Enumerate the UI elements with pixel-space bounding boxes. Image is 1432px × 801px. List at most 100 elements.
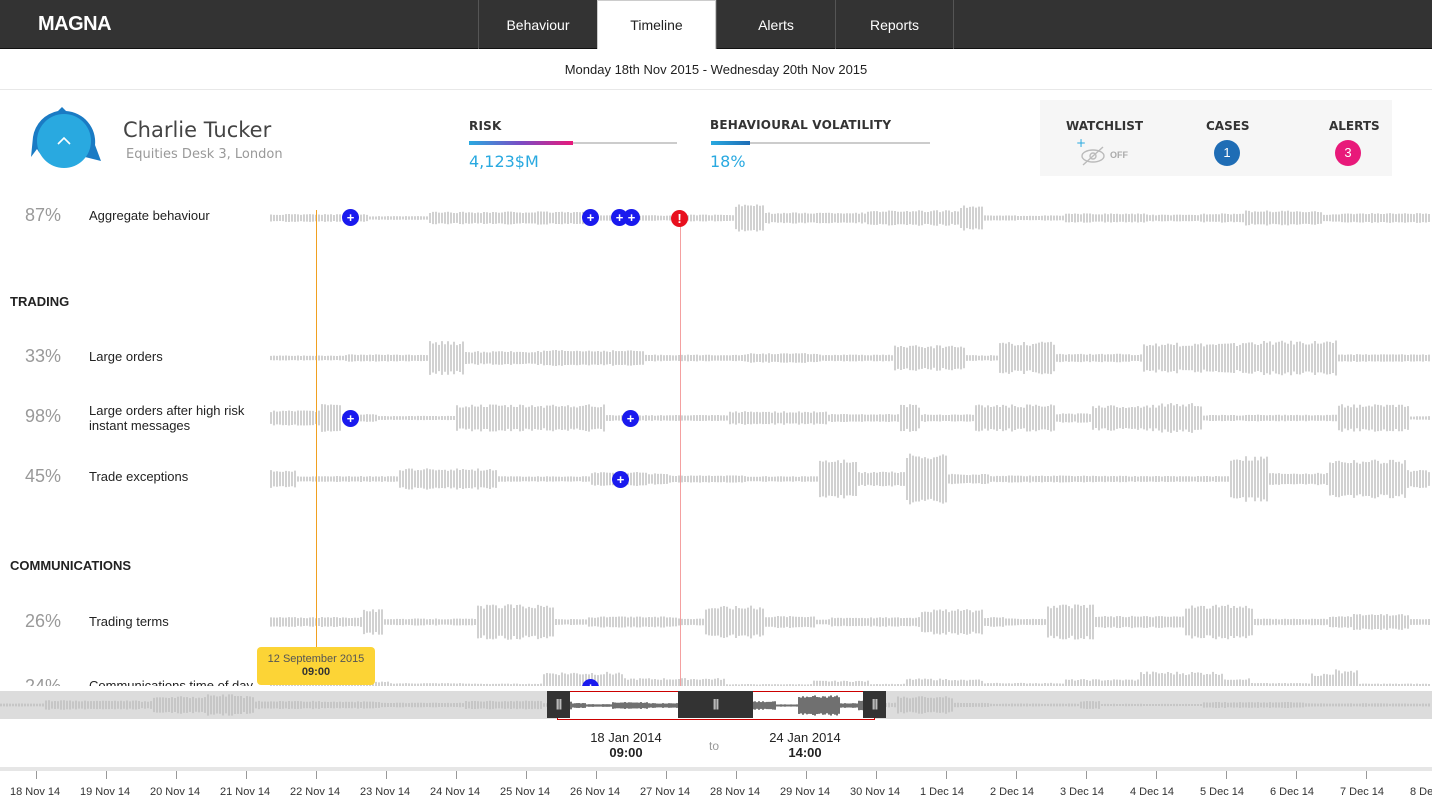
chevron-up-icon — [57, 136, 71, 145]
section-trading: TRADING — [10, 294, 70, 309]
axis-tick — [1226, 771, 1227, 779]
risk-label: RISK — [469, 119, 502, 133]
axis-tick — [36, 771, 37, 779]
comms-time-waveform — [270, 669, 1430, 686]
volatility-bar-fill — [711, 141, 751, 145]
watchlist-label: WATCHLIST — [1066, 119, 1144, 133]
range-end-handle[interactable]: ||| — [863, 691, 886, 718]
axis-tick — [1296, 771, 1297, 779]
axis-tick-label: 21 Nov 14 — [220, 786, 271, 798]
axis-tick — [1366, 771, 1367, 779]
date-range: Monday 18th Nov 2015 - Wednesday 20th No… — [0, 50, 1432, 90]
axis-tick-label: 27 Nov 14 — [640, 786, 691, 798]
axis-tick — [386, 771, 387, 779]
large-orders-waveform — [270, 340, 1430, 376]
tab-behaviour[interactable]: Behaviour — [478, 0, 597, 49]
tab-reports[interactable]: Reports — [835, 0, 954, 49]
profile-desk: Equities Desk 3, London — [126, 147, 283, 162]
axis-tick — [526, 771, 527, 779]
cases-count[interactable]: 1 — [1214, 140, 1240, 166]
top-bar: MAGNA Behaviour Timeline Alerts Reports — [0, 0, 1432, 49]
range-from: 18 Jan 2014 09:00 — [576, 730, 676, 760]
axis-tick-label: 30 Nov 14 — [850, 786, 901, 798]
alerts-label: ALERTS — [1329, 119, 1380, 133]
axis-tick-label: 22 Nov 14 — [290, 786, 341, 798]
axis-tick-label: 26 Nov 14 — [570, 786, 621, 798]
axis-tick-label: 2 Dec 14 — [990, 786, 1035, 798]
risk-value: 4,123$M — [469, 152, 539, 171]
axis-tick-label: 5 Dec 14 — [1200, 786, 1245, 798]
watchlist-state: OFF — [1110, 150, 1128, 160]
alert-line — [680, 210, 681, 686]
row-pct: 24% — [25, 676, 62, 686]
axis-tick-label: 18 Nov 14 — [10, 786, 61, 798]
main-nav: Behaviour Timeline Alerts Reports — [478, 0, 954, 49]
row-label: Large orders — [89, 349, 163, 364]
axis-tick — [1156, 771, 1157, 779]
event-marker-icon[interactable]: + — [622, 410, 639, 427]
axis-tick-label: 23 Nov 14 — [360, 786, 411, 798]
row-label: Trade exceptions — [89, 469, 189, 484]
axis-tick — [106, 771, 107, 779]
axis-tick — [1016, 771, 1017, 779]
axis-tick-label: 3 Dec 14 — [1060, 786, 1105, 798]
profile-avatar[interactable] — [29, 105, 103, 169]
volatility-label: BEHAVIOURAL VOLATILITY — [710, 118, 892, 132]
row-label: Large orders after high risk instant mes… — [89, 403, 245, 433]
tab-alerts[interactable]: Alerts — [716, 0, 835, 49]
axis-tick-label: 19 Nov 14 — [80, 786, 131, 798]
row-label: Communications time of day — [89, 678, 254, 686]
axis-tick — [176, 771, 177, 779]
axis-tick-label: 28 Nov 14 — [710, 786, 761, 798]
section-communications: COMMUNICATIONS — [10, 558, 132, 573]
range-start-handle[interactable]: ||| — [547, 691, 570, 718]
profile-name: Charlie Tucker — [123, 118, 272, 142]
row-pct: 98% — [25, 406, 62, 426]
row-label: Trading terms — [89, 614, 169, 629]
cursor-tooltip-time: 09:00 — [301, 666, 331, 678]
stats-panel: WATCHLIST + OFF CASES 1 ALERTS 3 — [1040, 100, 1392, 176]
event-marker-icon[interactable]: + — [623, 209, 640, 226]
aggregate-pct: 87% — [25, 205, 62, 225]
event-marker-icon[interactable]: + — [342, 410, 359, 427]
volatility-value: 18% — [710, 152, 746, 171]
axis-tick — [596, 771, 597, 779]
axis-tick-label: 25 Nov 14 — [500, 786, 551, 798]
range-to-time: 14:00 — [788, 745, 822, 760]
range-center-handle[interactable]: ||| — [678, 691, 753, 718]
event-marker-icon[interactable]: + — [342, 209, 359, 226]
tab-timeline[interactable]: Timeline — [597, 0, 716, 49]
range-from-time: 09:00 — [609, 745, 643, 760]
range-from-date: 18 Jan 2014 — [590, 730, 662, 745]
timeline-content[interactable]: 87% Aggregate behaviour TRADING 33% Larg… — [0, 190, 1432, 686]
axis-tick — [876, 771, 877, 779]
risk-bar-fill — [469, 141, 573, 145]
eye-off-icon: + — [1076, 136, 1105, 166]
range-separator: to — [709, 739, 720, 753]
aggregate-label: Aggregate behaviour — [89, 208, 210, 223]
time-cursor-line[interactable] — [316, 210, 317, 665]
axis-tick — [1086, 771, 1087, 779]
app-logo[interactable]: MAGNA — [38, 13, 112, 35]
axis-tick-label: 7 Dec 14 — [1340, 786, 1385, 798]
svg-text:+: + — [1076, 138, 1086, 150]
alert-marker-icon[interactable]: ! — [671, 210, 688, 227]
event-marker-icon[interactable]: + — [582, 209, 599, 226]
axis-tick — [246, 771, 247, 779]
range-to: 24 Jan 2014 14:00 — [755, 730, 855, 760]
volatility-bar — [711, 141, 930, 145]
date-axis: 18 Nov 14 19 Nov 14 20 Nov 14 21 Nov 14 22 N… — [0, 767, 1432, 801]
trading-terms-waveform — [270, 604, 1430, 640]
watchlist-toggle[interactable]: + OFF — [1076, 136, 1146, 166]
cases-label: CASES — [1206, 119, 1250, 133]
axis-tick-label: 20 Nov 14 — [150, 786, 201, 798]
axis-tick-label: 29 Nov 14 — [780, 786, 831, 798]
event-marker-icon[interactable]: + — [612, 471, 629, 488]
axis-tick-label: 1 Dec 14 — [920, 786, 965, 798]
cursor-tooltip: 12 September 2015 09:00 — [257, 647, 375, 685]
axis-tick-label: 8 Dec 14 — [1410, 786, 1432, 798]
event-marker-icon[interactable]: + — [582, 679, 599, 686]
cursor-tooltip-date: 12 September 2015 — [267, 653, 365, 665]
alerts-count[interactable]: 3 — [1335, 140, 1361, 166]
range-to-date: 24 Jan 2014 — [769, 730, 841, 745]
